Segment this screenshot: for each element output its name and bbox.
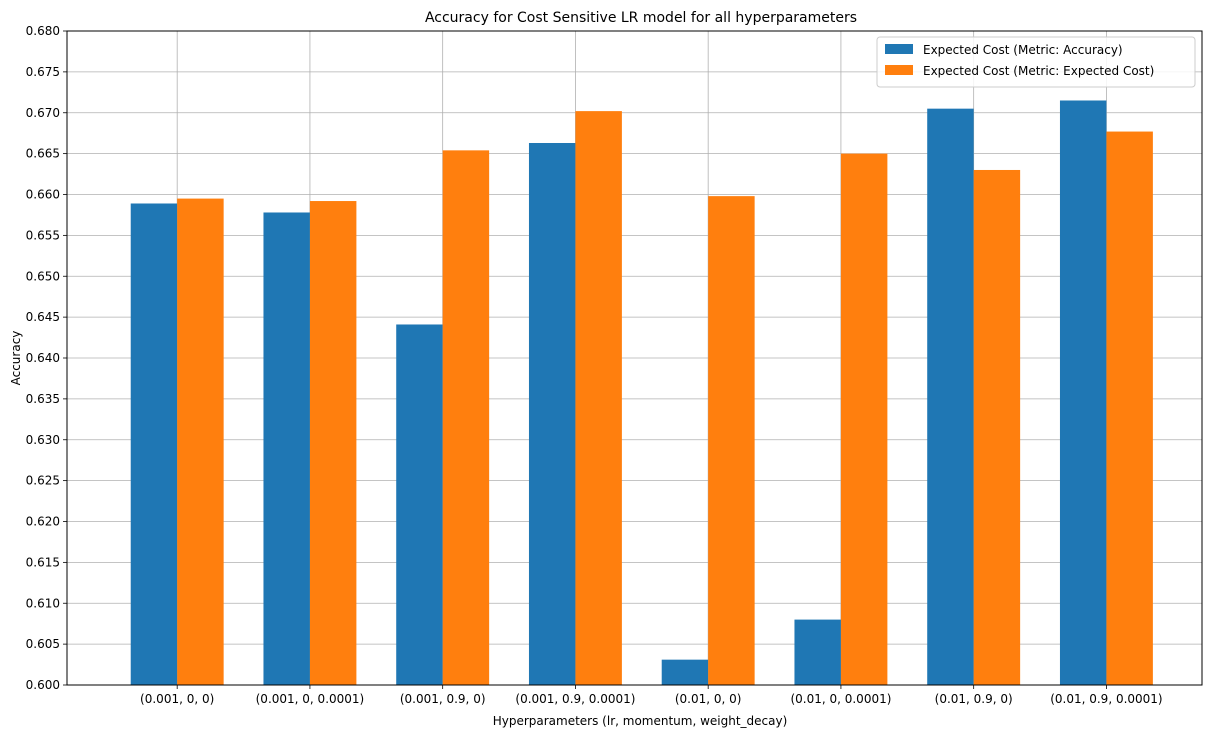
bar-accuracy [263, 212, 310, 686]
y-tick-label: 0.660 [26, 188, 60, 202]
legend-box [876, 36, 1196, 88]
y-tick-label: 0.605 [26, 637, 60, 651]
bar-accuracy [528, 142, 576, 685]
y-tick-label: 0.655 [26, 228, 60, 242]
x-tick-label: (0.01, 0, 0) [675, 692, 742, 706]
y-tick-label: 0.645 [26, 310, 60, 324]
x-tick-label: (0.001, 0, 0) [140, 692, 214, 706]
y-tick-label: 0.670 [26, 106, 60, 120]
y-tick-label: 0.680 [26, 24, 60, 38]
bar-expected-cost [309, 201, 357, 686]
bar-accuracy [661, 659, 709, 685]
y-tick-label: 0.625 [26, 474, 60, 488]
x-tick-label: (0.001, 0, 0.0001) [256, 692, 365, 706]
legend: Expected Cost (Metric: Accuracy) Expected… [876, 36, 1196, 88]
y-tick-label: 0.610 [26, 596, 60, 610]
x-axis-label: Hyperparameters (lr, momentum, weight_de… [493, 714, 788, 728]
legend-label: Expected Cost (Metric: Accuracy) [923, 43, 1123, 57]
x-tick-label: (0.001, 0.9, 0) [400, 692, 486, 706]
x-tick-label: (0.01, 0, 0.0001) [790, 692, 891, 706]
axes: 0.600 0.605 0.610 0.615 0.620 0.625 0.630 0.635… [26, 24, 1203, 706]
y-tick-label: 0.620 [26, 515, 60, 529]
bar-accuracy [927, 108, 974, 686]
plot-frame [66, 30, 1203, 686]
y-tick-label: 0.640 [26, 351, 60, 365]
x-tick-label: (0.01, 0.9, 0.0001) [1050, 692, 1162, 706]
bar-expected-cost [177, 198, 224, 685]
y-tick-label: 0.615 [26, 555, 60, 569]
legend-label: Expected Cost (Metric: Expected Cost) [923, 64, 1154, 78]
bars [130, 100, 1153, 686]
grid-lines [67, 30, 1202, 686]
chart-title: Accuracy for Cost Sensitive LR model for… [425, 10, 857, 26]
legend-swatch [885, 65, 913, 75]
y-tick-label: 0.635 [26, 392, 60, 406]
y-axis-label: Accuracy [9, 331, 23, 386]
y-tick-label: 0.600 [26, 678, 60, 692]
bar-accuracy [794, 619, 841, 685]
bar-expected-cost [1106, 131, 1153, 686]
bar-expected-cost [575, 111, 622, 686]
legend-swatch [885, 44, 913, 54]
bar-expected-cost [442, 150, 490, 686]
y-tick-label: 0.650 [26, 269, 60, 283]
y-tick-label: 0.665 [26, 147, 60, 161]
bar-expected-cost [840, 153, 888, 685]
bar-expected-cost [973, 169, 1021, 686]
y-tick-label: 0.675 [26, 65, 60, 79]
x-tick-label: (0.01, 0.9, 0) [935, 692, 1013, 706]
x-tick-label: (0.001, 0.9, 0.0001) [515, 692, 635, 706]
bar-accuracy [130, 203, 178, 685]
y-tick-label: 0.630 [26, 433, 60, 447]
bar-accuracy [1059, 100, 1107, 686]
bar-accuracy [396, 324, 443, 685]
bar-expected-cost [708, 196, 755, 685]
